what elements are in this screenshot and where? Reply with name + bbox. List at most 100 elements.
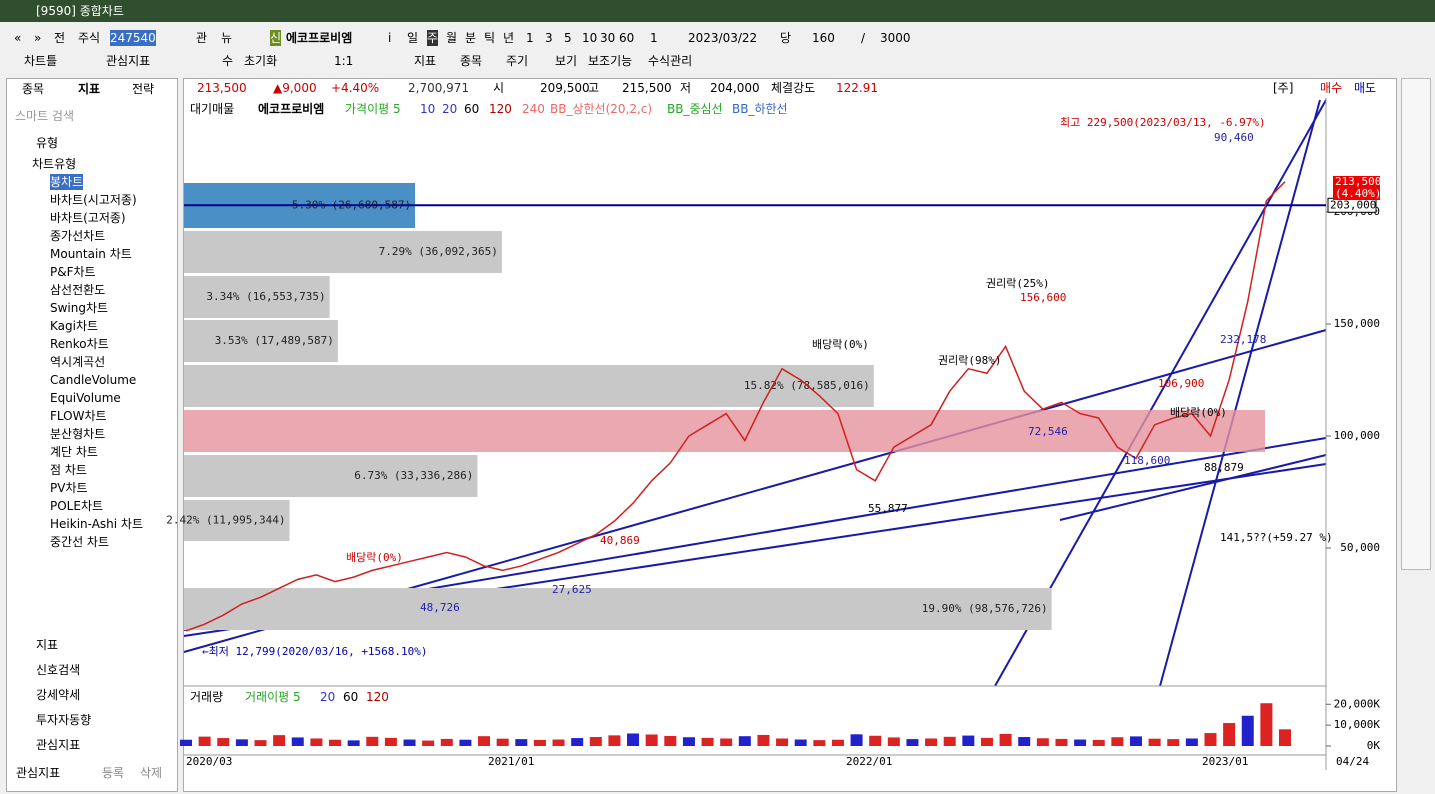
quote-field: 시 bbox=[493, 81, 505, 95]
tab[interactable]: 지표 bbox=[78, 82, 101, 96]
legend-entry: 240 bbox=[522, 102, 545, 116]
search-box[interactable]: 스마트 검색 bbox=[15, 109, 75, 123]
footer-button[interactable]: 삭제 bbox=[140, 766, 163, 780]
volume-bar bbox=[813, 740, 826, 746]
legend-entry: 가격이평 5 bbox=[345, 102, 401, 116]
toolbar-button[interactable]: » bbox=[34, 31, 42, 45]
toolbar-button[interactable]: 뉴 bbox=[221, 31, 233, 45]
legend-entry: BB_중심선 bbox=[667, 102, 723, 116]
x-tick-label: 2022/01 bbox=[846, 755, 892, 768]
chart-type[interactable]: 종가선차트 bbox=[50, 229, 106, 243]
x-tick-label: 2021/01 bbox=[488, 755, 534, 768]
volume-bar bbox=[1092, 739, 1105, 746]
chart-type[interactable]: 바차트(고저종) bbox=[50, 211, 126, 225]
y-tick-label: 20,000K bbox=[1334, 697, 1381, 710]
annotation: 배당락(0%) bbox=[812, 338, 869, 351]
chart-type[interactable]: EquiVolume bbox=[50, 391, 121, 405]
toolbar-button[interactable]: 관 bbox=[196, 31, 208, 45]
toolbar-button[interactable]: 3 bbox=[545, 31, 553, 45]
toolbar-button[interactable]: 3000 bbox=[880, 31, 911, 45]
chart-type[interactable]: FLOW차트 bbox=[50, 409, 107, 423]
volume-bar bbox=[850, 734, 863, 746]
toolbar-button[interactable]: 5 bbox=[564, 31, 572, 45]
chart-type[interactable]: P&F차트 bbox=[50, 265, 96, 279]
toolbar-button[interactable]: « bbox=[14, 31, 22, 45]
volume-profile-bar bbox=[184, 231, 502, 273]
toolbar-button[interactable]: 종목 bbox=[460, 54, 483, 68]
tab[interactable]: 전략 bbox=[132, 82, 155, 96]
quote-field[interactable]: 매수 bbox=[1320, 81, 1343, 95]
chart-type[interactable]: 점 차트 bbox=[50, 463, 87, 477]
toolbar-button[interactable]: 초기화 bbox=[244, 54, 278, 68]
chart-type[interactable]: Mountain 차트 bbox=[50, 247, 132, 261]
toolbar-button[interactable]: 1 bbox=[650, 31, 658, 45]
folder[interactable]: 관심지표 bbox=[36, 738, 81, 752]
volume-bar bbox=[217, 738, 230, 746]
toolbar-button[interactable]: / bbox=[861, 31, 866, 45]
toolbar-button[interactable]: 수식관리 bbox=[648, 54, 693, 68]
toolbar-button[interactable]: 주식 bbox=[78, 31, 101, 45]
chart-type[interactable]: POLE차트 bbox=[50, 499, 104, 513]
chart-type[interactable]: 봉차트 bbox=[50, 174, 84, 190]
toolbar-button[interactable]: 주기 bbox=[506, 54, 529, 68]
legend-entry: 거래이평 5 bbox=[245, 690, 301, 704]
toolbar-button[interactable]: 전 bbox=[54, 31, 66, 45]
toolbar-button[interactable]: 지표 bbox=[414, 54, 437, 68]
chart-type[interactable]: PV차트 bbox=[50, 481, 88, 495]
toolbar-button[interactable]: i bbox=[388, 31, 392, 45]
volume-bar bbox=[1185, 738, 1198, 746]
toolbar-button[interactable]: 차트틀 bbox=[24, 54, 58, 68]
toolbar-button[interactable]: 160 bbox=[812, 31, 835, 45]
toolbar-button[interactable]: 월 bbox=[446, 31, 458, 45]
chart-type[interactable]: 중간선 차트 bbox=[50, 535, 110, 549]
y-tick-label: 10,000K bbox=[1334, 718, 1381, 731]
chart-type[interactable]: 바차트(시고저종) bbox=[50, 193, 137, 207]
toolbar-button[interactable]: 보기 bbox=[555, 54, 578, 68]
volume-bar bbox=[1055, 738, 1068, 746]
toolbar-button[interactable]: 관심지표 bbox=[106, 54, 151, 68]
volume-bar bbox=[1018, 737, 1031, 746]
quote-field: [주] bbox=[1273, 81, 1294, 95]
toolbar-button[interactable]: 30 bbox=[600, 31, 616, 45]
profile-label: 19.90% (98,576,726) bbox=[922, 602, 1048, 615]
toolbar-button[interactable]: 에코프로비엠 bbox=[286, 31, 353, 45]
toolbar-button[interactable]: 신 bbox=[270, 30, 282, 46]
toolbar-button[interactable]: 60 bbox=[619, 31, 635, 45]
chart-type[interactable]: 분산형차트 bbox=[50, 427, 106, 441]
toolbar-button[interactable]: 분 bbox=[465, 31, 477, 45]
toolbar-button[interactable]: 1:1 bbox=[334, 54, 354, 68]
x-tick-label: 04/24 bbox=[1336, 755, 1369, 768]
quote-field[interactable]: 매도 bbox=[1354, 81, 1377, 95]
chart-type[interactable]: CandleVolume bbox=[50, 373, 137, 387]
quote-field: 213,500 bbox=[197, 81, 247, 95]
toolbar-button[interactable]: 수 bbox=[222, 54, 234, 68]
tab[interactable]: 종목 bbox=[22, 82, 45, 96]
toolbar-button[interactable]: 1 bbox=[526, 31, 534, 45]
annotation: ←최저 12,799(2020/03/16, +1568.10%) bbox=[202, 645, 428, 658]
toolbar-button[interactable]: 247540 bbox=[110, 30, 156, 46]
folder[interactable]: 지표 bbox=[36, 638, 59, 652]
toolbar-button[interactable]: 당 bbox=[780, 31, 792, 45]
chart-type[interactable]: Renko차트 bbox=[50, 337, 109, 351]
toolbar-button[interactable]: 틱 bbox=[484, 31, 496, 45]
toolbar-button[interactable]: 년 bbox=[503, 31, 515, 45]
chart-type[interactable]: Swing차트 bbox=[50, 301, 109, 315]
footer-button[interactable]: 등록 bbox=[102, 766, 125, 780]
volume-bar bbox=[608, 735, 621, 746]
folder[interactable]: 강세약세 bbox=[36, 688, 81, 702]
profile-label: 7.29% (36,092,365) bbox=[379, 245, 498, 258]
toolbar-button[interactable]: 10 bbox=[582, 31, 598, 45]
volume-bar bbox=[589, 737, 602, 746]
toolbar-button[interactable]: 주 bbox=[427, 30, 439, 46]
chart-type[interactable]: 계단 차트 bbox=[50, 445, 98, 459]
chart-type[interactable]: Heikin-Ashi 차트 bbox=[50, 517, 143, 531]
folder[interactable]: 투자자동향 bbox=[36, 713, 92, 727]
chart-type[interactable]: 역시계곡선 bbox=[50, 355, 106, 369]
toolbar-button[interactable]: 2023/03/22 bbox=[688, 31, 758, 45]
chart-type[interactable]: 삼선전환도 bbox=[50, 283, 106, 297]
chart-type[interactable]: Kagi차트 bbox=[50, 319, 99, 333]
toolbar-button[interactable]: 일 bbox=[407, 31, 419, 45]
folder[interactable]: 신호검색 bbox=[36, 663, 81, 677]
toolbar-button[interactable]: 보조기능 bbox=[588, 54, 633, 68]
